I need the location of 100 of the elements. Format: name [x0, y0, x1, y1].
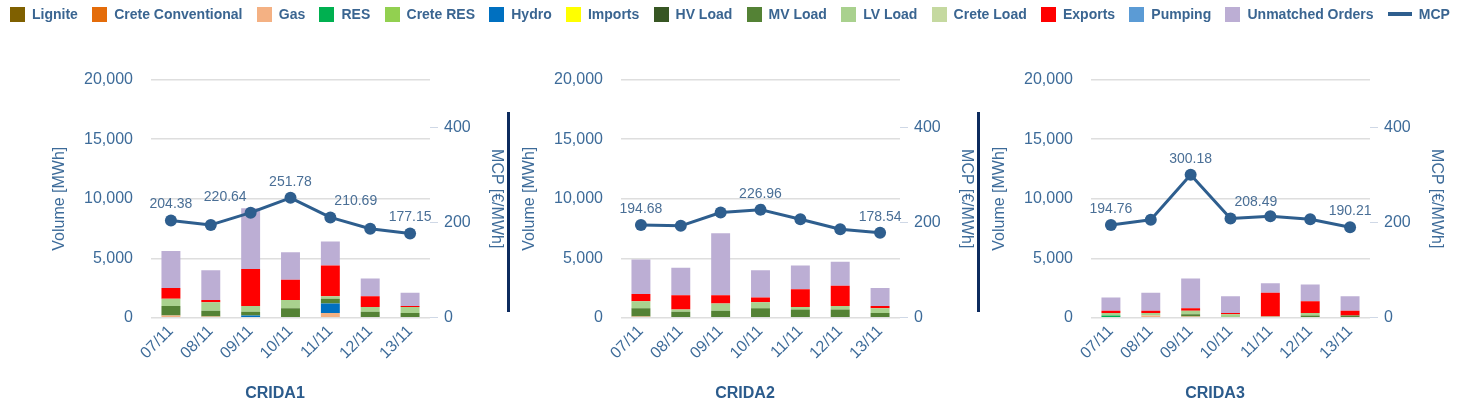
data-label: 220.64 — [203, 187, 247, 204]
bar — [711, 303, 731, 311]
y2-axis-title: MCP [€/MWh] — [958, 149, 976, 249]
point — [404, 227, 417, 240]
data-label: 300.18 — [1169, 149, 1213, 166]
bar — [1221, 296, 1240, 314]
point — [324, 211, 337, 224]
data-label: 194.76 — [1089, 199, 1133, 216]
y2-axis-title: MCP [€/MWh] — [1428, 149, 1446, 249]
bar — [671, 295, 691, 310]
bar — [751, 270, 770, 298]
data-label: 204.38 — [149, 195, 193, 212]
bar — [870, 308, 890, 314]
point — [794, 213, 807, 226]
bar — [751, 302, 770, 309]
point — [284, 191, 297, 204]
bar — [281, 279, 300, 300]
y2-axis-title: MCP [€/MWh] — [488, 149, 506, 249]
y-tick-label: 15,000 — [554, 129, 604, 147]
bar — [870, 313, 890, 318]
y2-tick-label: 0 — [1384, 308, 1393, 326]
bar — [281, 308, 300, 318]
data-label: 226.96 — [739, 184, 783, 201]
point — [834, 223, 847, 236]
bar — [671, 309, 691, 312]
bar — [320, 303, 340, 314]
data-label: 194.68 — [619, 199, 663, 216]
bar — [711, 233, 731, 296]
y-tick-label: 10,000 — [1024, 189, 1074, 207]
point — [244, 206, 257, 219]
point — [1104, 219, 1117, 232]
data-label: 178.54 — [858, 207, 902, 224]
point — [1224, 212, 1237, 225]
data-label: 177.15 — [388, 208, 432, 225]
y2-tick-label: 200 — [444, 212, 471, 230]
bar — [631, 301, 651, 309]
bar — [161, 298, 181, 306]
bar — [201, 310, 221, 317]
bar — [320, 296, 340, 299]
y-tick-label: 5,000 — [562, 248, 604, 266]
bar — [161, 288, 181, 299]
bar — [830, 309, 850, 318]
bar — [1260, 283, 1280, 293]
bar — [161, 251, 181, 289]
y-tick-label: 20,000 — [1024, 70, 1074, 88]
bar — [631, 293, 651, 302]
y-tick-label: 15,000 — [84, 129, 134, 147]
y2-tick-label: 400 — [914, 117, 941, 135]
legend-label: Crete RES — [406, 6, 475, 22]
bar — [360, 311, 380, 318]
y-tick-label: 15,000 — [1024, 129, 1074, 147]
data-label: 208.49 — [1234, 193, 1278, 210]
bar — [671, 311, 691, 318]
bar — [281, 299, 300, 309]
legend-label: Lignite — [32, 6, 78, 22]
legend-label: Exports — [1062, 6, 1116, 22]
y2-tick-label: 0 — [444, 308, 453, 326]
text: CRIDA3 — [1185, 383, 1245, 401]
y-tick-label: 10,000 — [554, 189, 604, 207]
y-tick-label: 0 — [124, 308, 134, 326]
legend-label: Imports — [587, 6, 640, 22]
bar — [360, 307, 380, 312]
bar — [1300, 284, 1320, 302]
data-label: 210.69 — [334, 192, 378, 209]
point — [1304, 213, 1317, 226]
bar — [1340, 296, 1360, 311]
bar — [1260, 292, 1280, 317]
bar — [201, 302, 221, 311]
bar — [400, 307, 420, 314]
y-tick-label: 0 — [1064, 308, 1074, 326]
bar — [320, 298, 340, 304]
bar — [711, 310, 731, 318]
bar — [241, 305, 261, 312]
bar — [671, 267, 691, 296]
y2-tick-label: 200 — [914, 212, 941, 230]
bar — [320, 265, 340, 297]
bar — [1300, 301, 1320, 314]
bar — [790, 289, 810, 308]
bar — [320, 241, 340, 266]
bar — [241, 268, 261, 306]
legend-label: Crete Conventional — [114, 6, 243, 22]
point — [164, 214, 177, 227]
bar — [830, 285, 850, 306]
bar — [360, 278, 380, 297]
point — [634, 219, 647, 232]
y-tick-label: 20,000 — [554, 70, 604, 88]
legend-label: Pumping — [1151, 6, 1212, 22]
point — [714, 206, 727, 219]
y-tick-label: 10,000 — [84, 189, 134, 207]
point — [364, 222, 377, 235]
point — [1184, 168, 1197, 181]
bar — [790, 309, 810, 318]
y-axis-title: Volume [MWh] — [50, 146, 68, 251]
legend-label: Crete Load — [953, 6, 1027, 22]
point — [1144, 213, 1157, 226]
bar — [1181, 308, 1201, 311]
y2-tick-label: 0 — [914, 308, 923, 326]
bar — [201, 270, 221, 300]
bar — [360, 296, 380, 308]
point — [1264, 210, 1277, 223]
